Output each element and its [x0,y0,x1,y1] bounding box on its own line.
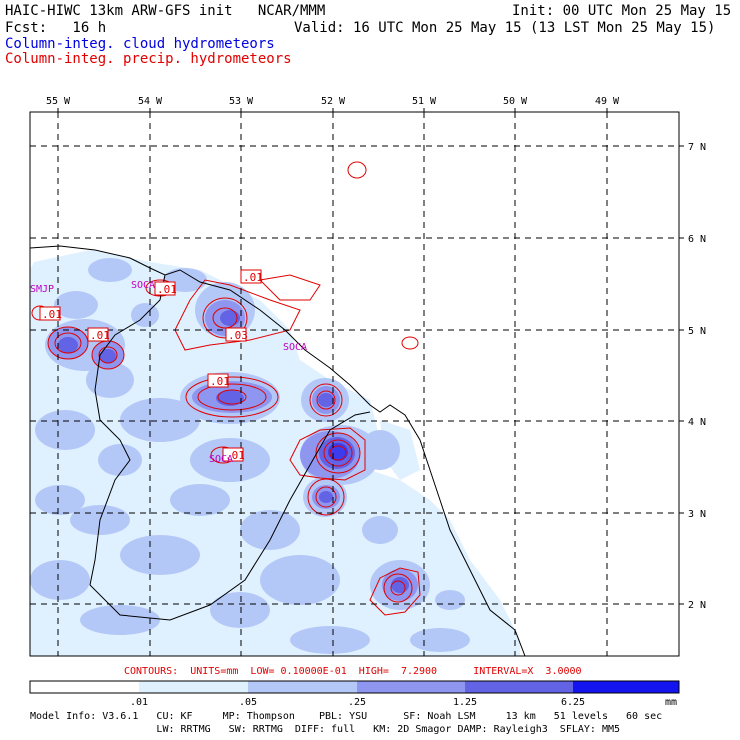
contour-label: .01 [42,308,62,321]
lon-label: 54 W [138,96,163,107]
init-time: Init: 00 UTC Mon 25 May 15 [512,3,732,19]
field-cloud-title: Column-integ. cloud hydrometeors [5,36,275,52]
lon-label: 50 W [503,96,528,107]
lon-label: 51 W [412,96,437,107]
cloud-shading [30,112,679,656]
lat-label: 2 N [688,600,706,611]
colorbar-unit: mm [665,697,677,708]
lon-label: 55 W [46,96,71,107]
station-label: SOCA [283,342,307,353]
contour-label: .01 [225,449,245,462]
colorbar-tick: .05 [239,697,257,708]
coastline [30,245,526,656]
valid-time: Valid: 16 UTC Mon 25 May 15 (13 LST Mon … [294,20,716,36]
lat-label: 4 N [688,417,706,428]
contour-label: .01 [157,283,177,296]
station-label: SOCA [131,280,155,291]
station-label: SOCA [209,454,233,465]
lat-label: 5 N [688,326,706,337]
contour-label: .03 [228,329,248,342]
contour-label: .01 [210,375,230,388]
colorbar [29,680,680,694]
colorbar-tick: .01 [130,697,148,708]
colorbar-tick: .25 [348,697,366,708]
lat-label: 7 N [688,142,706,153]
model-info-line2: LW: RRTMG SW: RRTMG DIFF: full KM: 2D Sm… [30,724,621,735]
field-precip-title: Column-integ. precip. hydrometeors [5,51,292,67]
contour-label: .01 [90,329,110,342]
contour-label: .01 [243,271,263,284]
station-label: SMJP [30,284,54,295]
map-frame [29,111,680,657]
forecast-hour: Fcst: 16 h [5,20,107,36]
lat-label: 3 N [688,509,706,520]
lat-lon-grid [30,112,679,656]
colorbar-tick: 1.25 [453,697,477,708]
model-info-line1: Model Info: V3.6.1 CU: KF MP: Thompson P… [30,711,663,722]
run-title: HAIC-HIWC 13km ARW-GFS init NCAR/MMM [5,3,326,19]
lon-label: 53 W [229,96,254,107]
lon-label: 49 W [595,96,620,107]
colorbar-tick: 6.25 [561,697,585,708]
lat-label: 6 N [688,234,706,245]
contours-info: CONTOURS: UNITS=mm LOW= 0.10000E-01 HIGH… [124,666,582,677]
lon-label: 52 W [321,96,346,107]
